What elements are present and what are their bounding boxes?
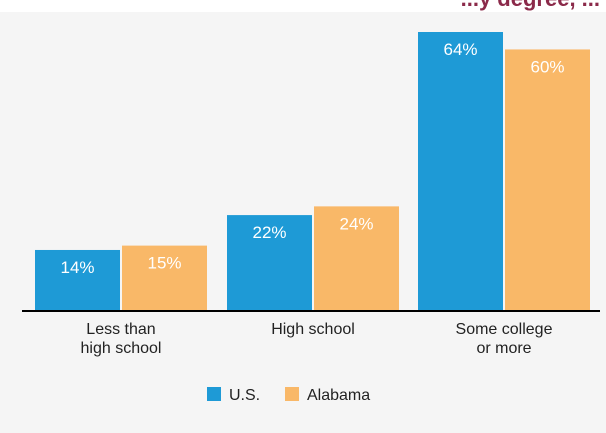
legend-swatch-us — [207, 387, 221, 401]
data-label: 24% — [339, 214, 373, 233]
x-tick-label: Less than high school — [81, 321, 162, 357]
data-label: 60% — [530, 57, 564, 76]
bars-group — [35, 32, 590, 311]
data-label: 15% — [147, 254, 181, 273]
x-tick-label: Some college or more — [456, 321, 553, 357]
bar-alabama-0 — [122, 245, 207, 311]
bar-alabama-2 — [505, 49, 590, 311]
bar-us-1 — [227, 215, 312, 311]
bar-us-2 — [418, 32, 503, 311]
bar-us-0 — [35, 249, 120, 311]
legend: U.S. Alabama — [207, 387, 370, 404]
data-labels-group: 14% 15% 22% 24% 64% 60% — [60, 40, 564, 277]
x-tick-labels-group: Less than high school High school Some coll… — [81, 321, 553, 357]
data-label: 64% — [443, 40, 477, 59]
data-label: 22% — [252, 223, 286, 242]
data-label: 14% — [60, 258, 94, 277]
chart-title: ...y degree, ... — [461, 0, 600, 12]
legend-label: Alabama — [307, 387, 370, 404]
bar-alabama-1 — [314, 206, 399, 311]
title-strip: ...y degree, ... — [0, 0, 606, 12]
x-tick-label: High school — [271, 321, 355, 338]
legend-label: U.S. — [229, 387, 260, 404]
legend-swatch-alabama — [285, 387, 299, 401]
